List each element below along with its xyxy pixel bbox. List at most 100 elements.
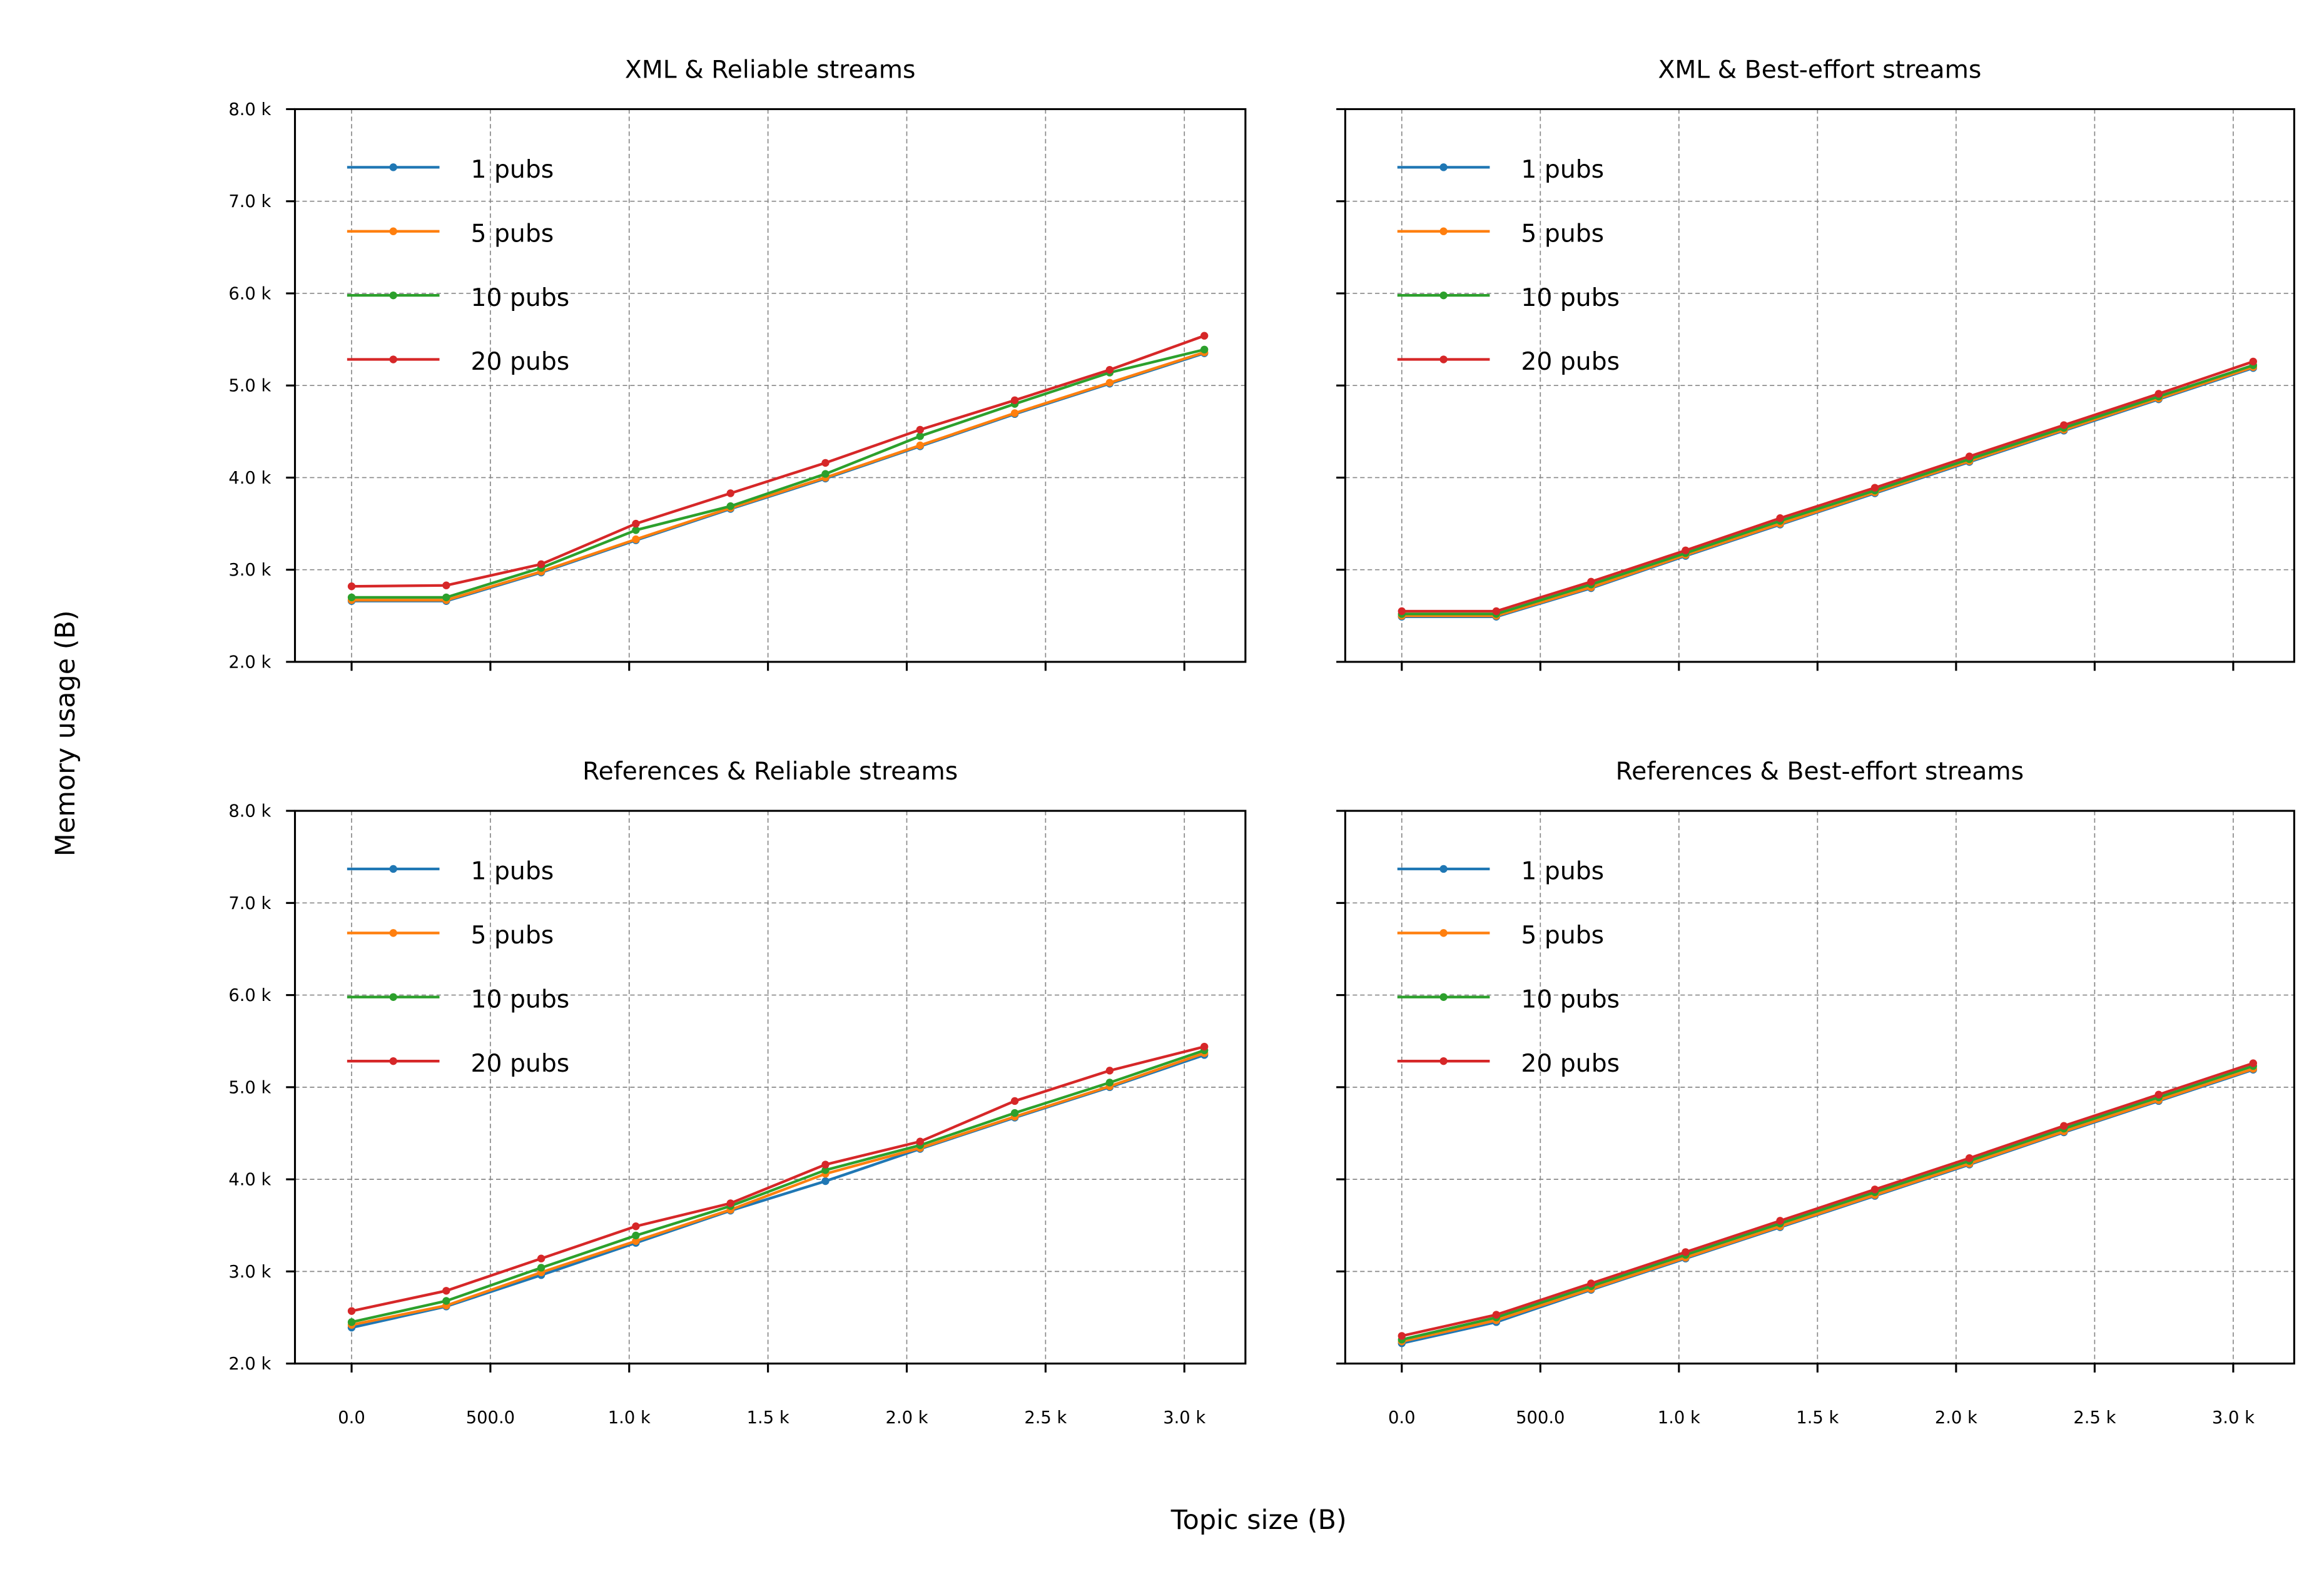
legend: 1 pubs 5 pubs 10 pubs 20 pubs <box>1397 156 1620 376</box>
data-point <box>916 1137 924 1145</box>
data-point <box>1776 514 1784 522</box>
data-point <box>1870 484 1879 492</box>
y-tick-label: 6.0 k <box>228 986 271 1005</box>
data-point <box>1010 396 1019 404</box>
series-line-20-pubs <box>1401 360 2254 613</box>
data-point <box>1398 1332 1406 1340</box>
legend-marker <box>389 291 397 300</box>
data-point <box>537 1254 545 1262</box>
y-tick-label: 2.0 k <box>228 652 271 672</box>
y-tick-label: 7.0 k <box>228 192 271 211</box>
x-tick-label: 3.0 k <box>2212 1408 2255 1428</box>
data-point <box>347 1307 356 1315</box>
data-point <box>726 489 734 497</box>
data-point <box>347 1318 356 1326</box>
y-tick-label: 8.0 k <box>228 100 271 119</box>
legend-marker <box>1439 865 1448 873</box>
x-axis-label: Topic size (B) <box>1170 1505 1347 1536</box>
x-tick-label: 1.5 k <box>747 1408 789 1428</box>
data-point <box>1587 1279 1595 1287</box>
data-point <box>632 1222 640 1231</box>
data-point <box>442 593 450 602</box>
data-point <box>821 470 830 478</box>
y-tick-label: 6.0 k <box>228 284 271 303</box>
y-tick-label: 4.0 k <box>228 1170 271 1190</box>
data-point <box>1870 1186 1879 1194</box>
legend-label: 10 pubs <box>1521 985 1620 1013</box>
subplot-title: XML & Reliable streams <box>625 56 916 84</box>
data-point <box>1200 345 1209 353</box>
data-point <box>347 593 356 602</box>
data-point <box>442 1287 450 1295</box>
legend-label: 20 pubs <box>1521 1050 1620 1078</box>
subplot-title: XML & Best-effort streams <box>1658 56 1981 84</box>
data-point <box>821 1160 830 1169</box>
data-point <box>1492 607 1501 616</box>
y-tick-label: 2.0 k <box>228 1354 271 1374</box>
data-point <box>916 441 924 450</box>
data-point <box>2249 357 2257 366</box>
series-line-10-pubs <box>1401 363 2254 616</box>
y-tick-label: 3.0 k <box>228 1262 271 1282</box>
legend: 1 pubs 5 pubs 10 pubs 20 pubs <box>347 858 569 1078</box>
axes-frame <box>293 810 1247 1365</box>
x-tick-label: 2.0 k <box>1935 1408 1977 1428</box>
y-tick-label: 7.0 k <box>228 894 271 913</box>
axes-frame <box>1344 108 2295 663</box>
subplot-4: References & Best-effort streams 0.0 500.0… <box>1336 758 2295 1428</box>
data-point <box>726 1199 734 1207</box>
legend: 1 pubs 5 pubs 10 pubs 20 pubs <box>1397 858 1620 1078</box>
series-line-20-pubs <box>351 1045 1205 1313</box>
legend-marker <box>389 355 397 363</box>
data-point <box>1965 452 1974 460</box>
data-point <box>916 425 924 434</box>
x-tick-label: 1.0 k <box>608 1408 651 1428</box>
legend-label: 20 pubs <box>1521 348 1620 376</box>
x-tick-label: 2.5 k <box>2073 1408 2116 1428</box>
legend: 1 pubs 5 pubs 10 pubs 20 pubs <box>347 156 569 376</box>
legend-marker <box>389 1057 397 1065</box>
data-point <box>632 519 640 528</box>
data-point <box>1965 1154 1974 1162</box>
series-line-10-pubs <box>352 348 1205 599</box>
y-axis-label: Memory usage (B) <box>50 610 81 856</box>
legend-label: 1 pubs <box>471 156 554 184</box>
series-line-20-pubs <box>352 334 1205 588</box>
legend-label: 1 pubs <box>1521 858 1604 886</box>
data-point <box>1776 1217 1784 1225</box>
legend-label: 5 pubs <box>1521 220 1604 248</box>
legend-label: 5 pubs <box>1521 922 1604 950</box>
legend-label: 5 pubs <box>471 220 554 248</box>
data-point <box>347 582 356 591</box>
data-point <box>1010 1097 1019 1105</box>
legend-marker <box>389 929 397 937</box>
data-point <box>1105 378 1114 387</box>
subplot-3: References & Reliable streams 0.0 500.0 1.0… <box>228 758 1247 1428</box>
data-point <box>1105 1067 1114 1075</box>
data-point <box>821 1166 830 1174</box>
data-point <box>2060 1122 2068 1130</box>
data-point <box>632 1231 640 1240</box>
subplot-2: XML & Best-effort streams 1 pubs 5 pubs 10 … <box>1336 56 2295 671</box>
legend-marker <box>1439 929 1448 937</box>
data-point <box>632 526 640 534</box>
legend-label: 20 pubs <box>471 348 570 376</box>
subplot-title: References & Best-effort streams <box>1616 758 2024 786</box>
series-line-10-pubs <box>1401 1064 2254 1341</box>
data-point <box>916 432 924 440</box>
y-tick-label: 8.0 k <box>228 802 271 821</box>
series-line-5-pubs <box>1401 1067 2254 1343</box>
data-point <box>1105 365 1114 374</box>
data-point <box>2154 1090 2163 1099</box>
legend-label: 10 pubs <box>1521 284 1620 312</box>
y-tick-label: 3.0 k <box>228 561 271 580</box>
legend-marker <box>389 227 397 235</box>
y-tick-label: 4.0 k <box>228 469 271 488</box>
data-point <box>537 560 545 569</box>
axes-frame <box>1344 810 2295 1365</box>
data-point <box>1010 409 1019 417</box>
legend-marker <box>389 865 397 873</box>
legend-label: 5 pubs <box>471 922 554 950</box>
data-point <box>632 1237 640 1245</box>
